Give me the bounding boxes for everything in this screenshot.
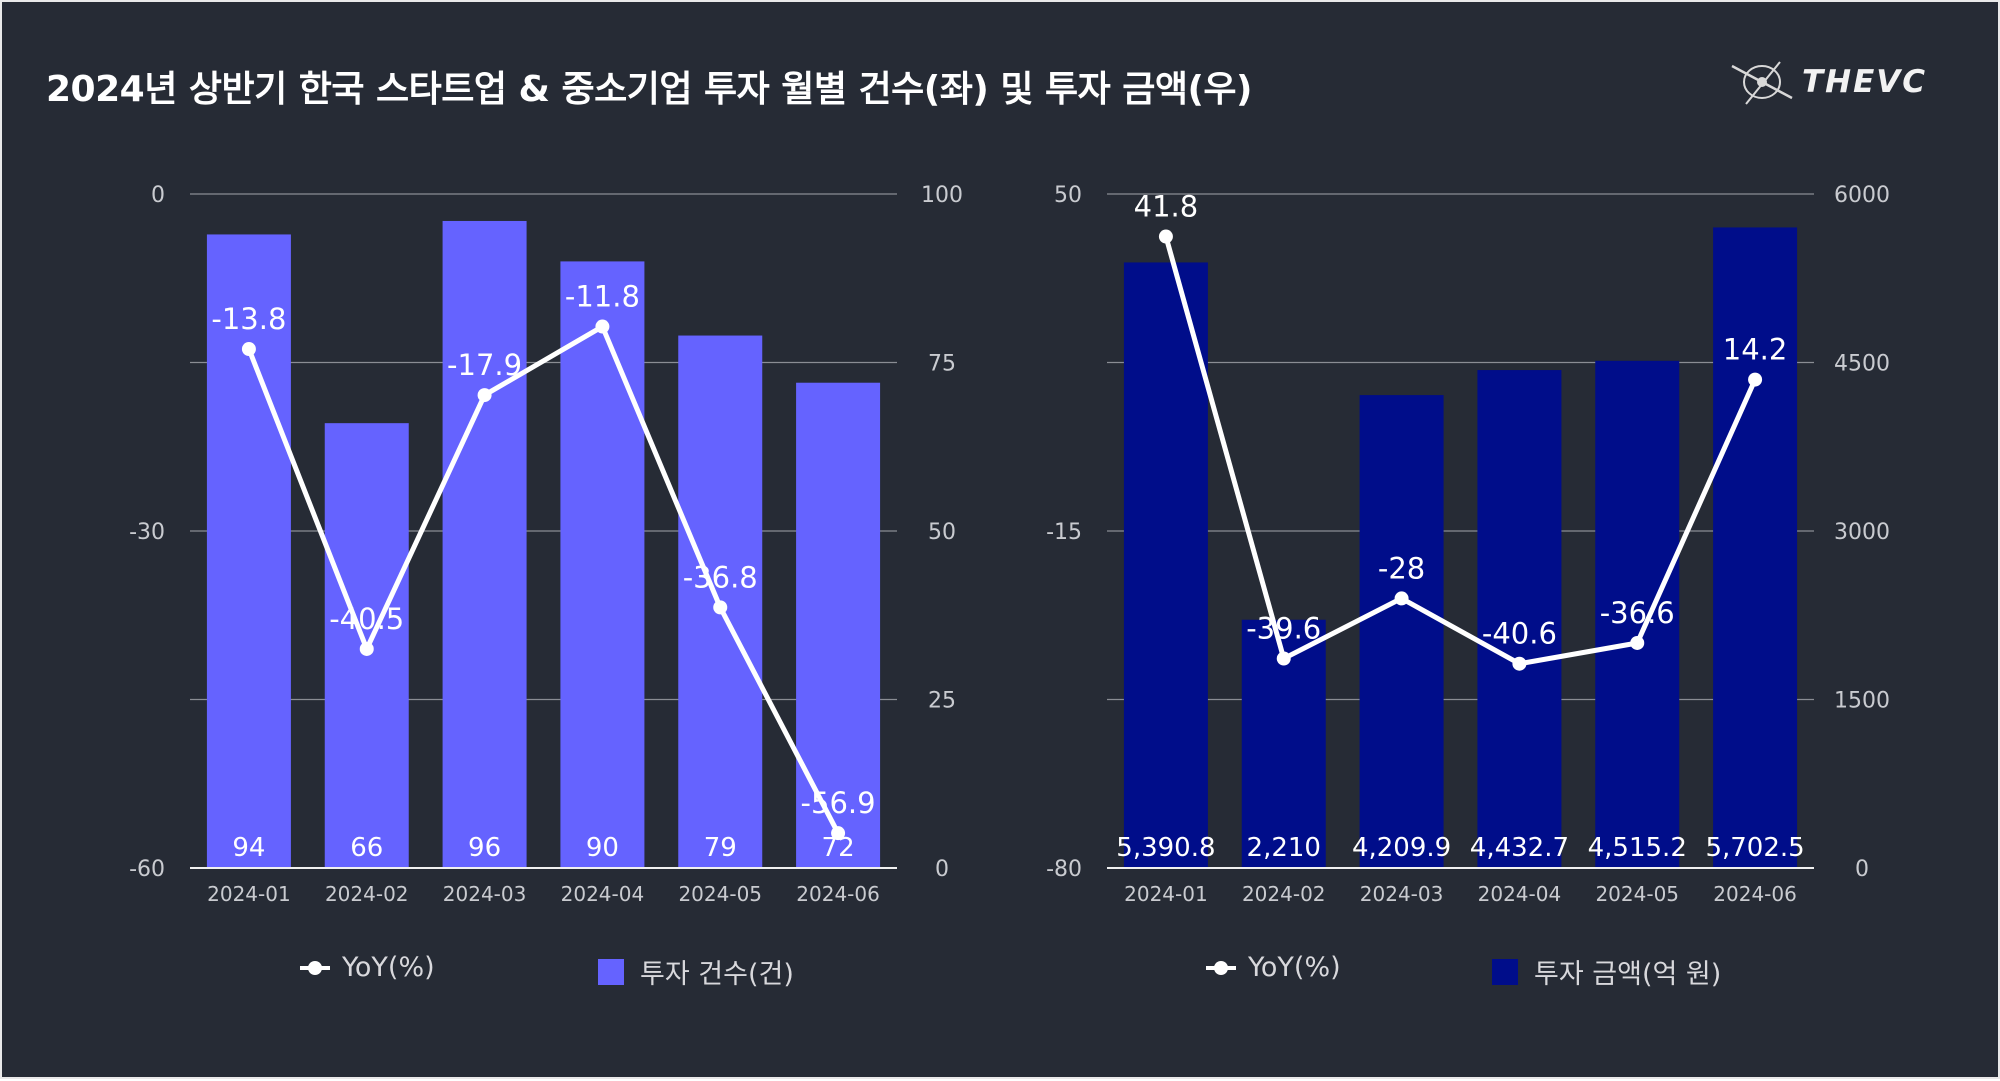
right-axis-tick: 25 [928, 689, 956, 714]
yoy-point [1394, 591, 1409, 606]
bar-value-label: 5,702.5 [1705, 833, 1804, 863]
yoy-value-label: 41.8 [1134, 190, 1199, 224]
legend-item-count[interactable]: 투자 건수(건) [598, 952, 794, 991]
yoy-point [241, 342, 256, 357]
legend-item-yoy[interactable]: YoY(%) [300, 952, 435, 983]
bar [1123, 262, 1208, 868]
right-axis-tick: 100 [921, 183, 963, 208]
thevc-logo-icon [1731, 61, 1793, 105]
left-axis-tick: 0 [151, 183, 165, 208]
x-axis-tick: 2024-06 [796, 882, 880, 906]
yoy-value-label: -56.9 [801, 786, 876, 820]
yoy-point [1158, 229, 1173, 244]
left-axis-tick: -30 [129, 520, 165, 545]
x-axis-tick: 2024-03 [1360, 882, 1444, 906]
yoy-point [1276, 651, 1291, 666]
bar-value-label: 94 [232, 833, 265, 863]
right-axis-tick: 3000 [1834, 520, 1890, 545]
bar-swatch-icon [1492, 958, 1518, 985]
yoy-value-label: -40.5 [329, 602, 404, 636]
yoy-value-label: -39.6 [1246, 612, 1321, 646]
left-axis-tick: -80 [1046, 857, 1082, 882]
right-axis-tick: 4500 [1834, 352, 1890, 377]
bar [560, 261, 645, 868]
x-axis-tick: 2024-03 [443, 882, 527, 906]
yoy-value-label: -28 [1378, 551, 1425, 585]
x-axis-tick: 2024-02 [1242, 882, 1326, 906]
x-axis-tick: 2024-02 [325, 882, 409, 906]
yoy-value-label: -17.9 [447, 348, 522, 382]
bar-value-label: 90 [586, 833, 619, 863]
left-legend: YoY(%) 투자 건수(건) [2, 952, 1002, 992]
bar-swatch-icon [598, 958, 624, 985]
yoy-line [246, 324, 841, 836]
yoy-value-label: -11.8 [565, 280, 640, 314]
yoy-value-label: -36.6 [1600, 596, 1675, 630]
bar-value-label: 2,210 [1247, 833, 1321, 863]
bar-value-label: 79 [704, 833, 737, 863]
yoy-point [831, 826, 846, 841]
yoy-point [1512, 656, 1527, 671]
yoy-value-label: -36.8 [683, 560, 758, 594]
yoy-value-label: -13.8 [211, 302, 286, 336]
line-marker-icon [1206, 953, 1236, 983]
legend-item-yoy[interactable]: YoY(%) [1206, 952, 1341, 983]
right-axis-tick: 75 [928, 352, 956, 377]
right-axis-tick: 6000 [1834, 183, 1890, 208]
legend-item-amount[interactable]: 투자 금액(억 원) [1492, 952, 1721, 991]
legend-label: YoY(%) [342, 952, 435, 983]
right-axis-tick: 1500 [1834, 689, 1890, 714]
bar [442, 220, 527, 868]
yoy-value-label: 14.2 [1723, 333, 1788, 367]
yoy-point [359, 641, 374, 656]
legend-label: 투자 금액(억 원) [1534, 959, 1722, 990]
yoy-line [1163, 234, 1758, 667]
bar-value-label: 4,515.2 [1588, 833, 1687, 863]
bar-value-label: 66 [350, 833, 383, 863]
bar [206, 234, 291, 868]
x-axis-tick: 2024-01 [1124, 882, 1208, 906]
x-axis-tick: 2024-01 [207, 882, 291, 906]
left-axis-tick: -60 [129, 857, 165, 882]
left-chart-count: 94 66 96 90 79 72-13.8-40.5-17.9-11.8-36.8-56… [129, 183, 963, 906]
bar [1713, 227, 1798, 868]
bar [1477, 370, 1562, 868]
line-marker-icon [300, 953, 330, 983]
x-axis-tick: 2024-04 [1478, 882, 1562, 906]
left-axis-tick: -15 [1046, 520, 1082, 545]
yoy-point [1630, 635, 1645, 650]
bar-value-label: 96 [468, 833, 501, 863]
bar-value-label: 4,209.9 [1352, 833, 1451, 863]
bar [1595, 360, 1680, 868]
yoy-point [595, 319, 610, 334]
yoy-point [1748, 372, 1763, 387]
bar-value-label: 4,432.7 [1470, 833, 1569, 863]
right-axis-tick: 0 [1855, 857, 1869, 882]
right-axis-tick: 0 [935, 857, 949, 882]
yoy-point [477, 388, 492, 403]
yoy-value-label: -40.6 [1482, 617, 1557, 651]
page-title: 2024년 상반기 한국 스타트업 & 중소기업 투자 월별 건수(좌) 및 투… [46, 69, 1253, 110]
legend-label: 투자 건수(건) [640, 959, 794, 990]
x-axis-tick: 2024-06 [1713, 882, 1797, 906]
x-axis-tick: 2024-05 [678, 882, 762, 906]
yoy-point [713, 600, 728, 615]
bar [796, 382, 881, 868]
bar [1359, 395, 1444, 868]
bar-value-label: 5,390.8 [1116, 833, 1215, 863]
legend-label: YoY(%) [1248, 952, 1341, 983]
logo-text: THEVC [1802, 64, 1928, 100]
left-axis-tick: 50 [1054, 183, 1082, 208]
right-axis-tick: 50 [928, 520, 956, 545]
x-axis-tick: 2024-04 [561, 882, 645, 906]
x-axis-tick: 2024-05 [1595, 882, 1679, 906]
right-legend: YoY(%) 투자 금액(억 원) [2, 952, 2000, 992]
